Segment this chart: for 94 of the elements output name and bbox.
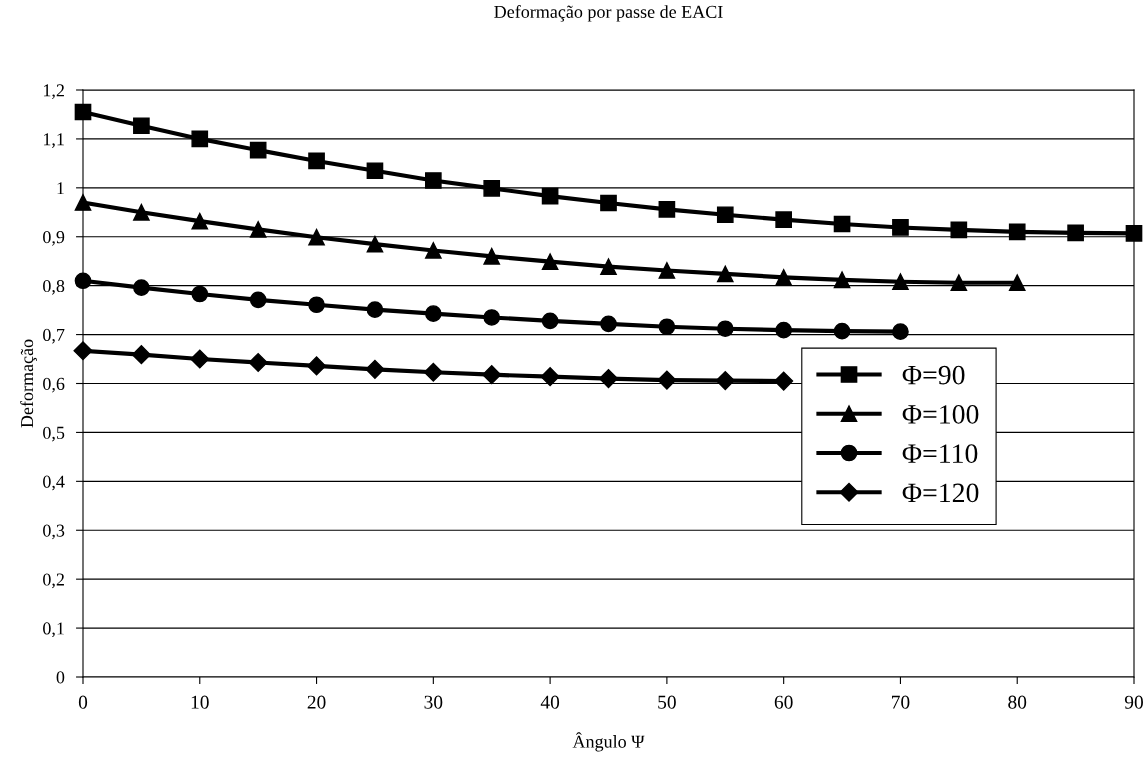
point (774, 371, 794, 391)
point (482, 365, 502, 385)
point (833, 322, 851, 340)
point (424, 242, 442, 259)
legend-label: Φ=120 (902, 483, 979, 503)
y-tick-label: 0,4 (43, 475, 65, 491)
x-tick-label: 50 (658, 695, 676, 709)
x-tick-label: 70 (892, 695, 910, 709)
point (833, 215, 851, 233)
point (249, 221, 267, 238)
point (600, 194, 617, 212)
point (424, 172, 442, 189)
point (892, 323, 909, 340)
point (833, 271, 851, 289)
point (716, 206, 734, 224)
point (74, 272, 92, 290)
point (1067, 224, 1084, 242)
point (483, 309, 501, 326)
point (133, 117, 150, 135)
point (308, 228, 325, 246)
point (658, 318, 676, 336)
y-tick-label: 0,8 (43, 279, 65, 295)
y-tick-label: 0,7 (43, 328, 65, 344)
point (950, 274, 968, 292)
point (1008, 274, 1026, 292)
point (424, 305, 442, 322)
point (249, 291, 267, 309)
x-tick-label: 30 (424, 695, 443, 709)
point (892, 219, 909, 236)
point (365, 359, 385, 379)
x-tick-label: 90 (1124, 695, 1143, 709)
y-tick-label: 0 (56, 671, 65, 684)
point (892, 273, 909, 291)
point (775, 211, 793, 228)
legend-label: Φ=90 (902, 365, 965, 385)
point (191, 130, 209, 148)
point (1008, 223, 1026, 241)
y-tick-label: 0,2 (43, 573, 64, 589)
legend-label: Φ=110 (902, 444, 978, 463)
point (600, 258, 617, 275)
y-tick-label: 0,9 (43, 231, 65, 246)
point (950, 221, 968, 239)
point (716, 265, 734, 283)
point (600, 315, 617, 333)
point (74, 103, 92, 121)
point (658, 201, 676, 218)
point (248, 352, 268, 372)
point (775, 321, 793, 339)
y-tick-label: 0,1 (43, 622, 64, 638)
point (190, 349, 210, 369)
point (133, 279, 150, 296)
point (366, 235, 384, 253)
x-tick-label: 80 (1008, 695, 1027, 709)
point (716, 320, 734, 338)
point (541, 312, 559, 330)
point (483, 247, 501, 265)
point (483, 179, 501, 197)
point (308, 296, 325, 314)
point (73, 341, 93, 361)
y-tick-label: 1,1 (43, 133, 64, 148)
point (658, 262, 676, 279)
point (307, 356, 327, 376)
x-tick-label: 40 (540, 695, 560, 709)
point (366, 162, 384, 180)
point (540, 367, 560, 387)
point (715, 371, 735, 391)
point (541, 253, 559, 271)
point (775, 269, 793, 286)
point (657, 370, 677, 390)
point (249, 141, 267, 159)
point (541, 187, 559, 205)
x-tick-label: 10 (191, 695, 209, 709)
x-tick-label: 0 (78, 695, 88, 709)
point (308, 152, 325, 170)
x-tick-label: 60 (774, 695, 793, 709)
chart-title: Deformação por passe de EACI (494, 5, 723, 22)
point (191, 212, 209, 230)
y-axis-title: Deformação (20, 339, 37, 428)
point (366, 301, 384, 318)
y-tick-label: 0,3 (43, 524, 65, 540)
legend-label: Φ=100 (902, 405, 979, 424)
point (423, 362, 443, 382)
point (598, 369, 619, 389)
y-tick-label: 1,2 (43, 84, 64, 100)
y-tick-label: 1 (57, 182, 64, 195)
x-tick-label: 20 (307, 695, 326, 709)
point (191, 285, 209, 303)
y-tick-label: 0,5 (43, 426, 65, 442)
point (131, 345, 151, 365)
point (1125, 224, 1143, 242)
x-axis-title: Ângulo Ψ (572, 732, 645, 752)
y-tick-label: 0,6 (43, 377, 65, 393)
point (133, 203, 150, 221)
point (74, 194, 92, 211)
